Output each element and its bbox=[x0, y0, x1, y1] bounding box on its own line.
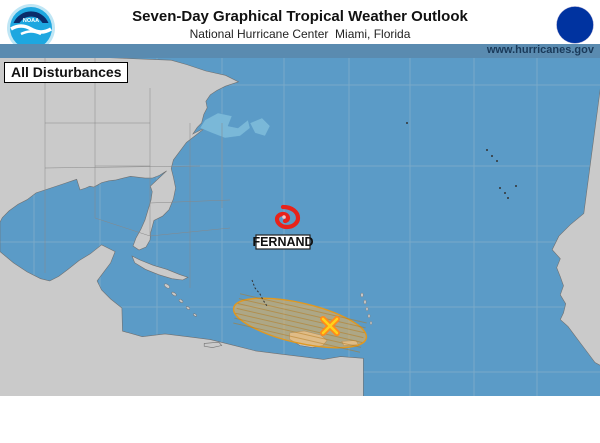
svg-text:FERNAND: FERNAND bbox=[252, 235, 313, 249]
